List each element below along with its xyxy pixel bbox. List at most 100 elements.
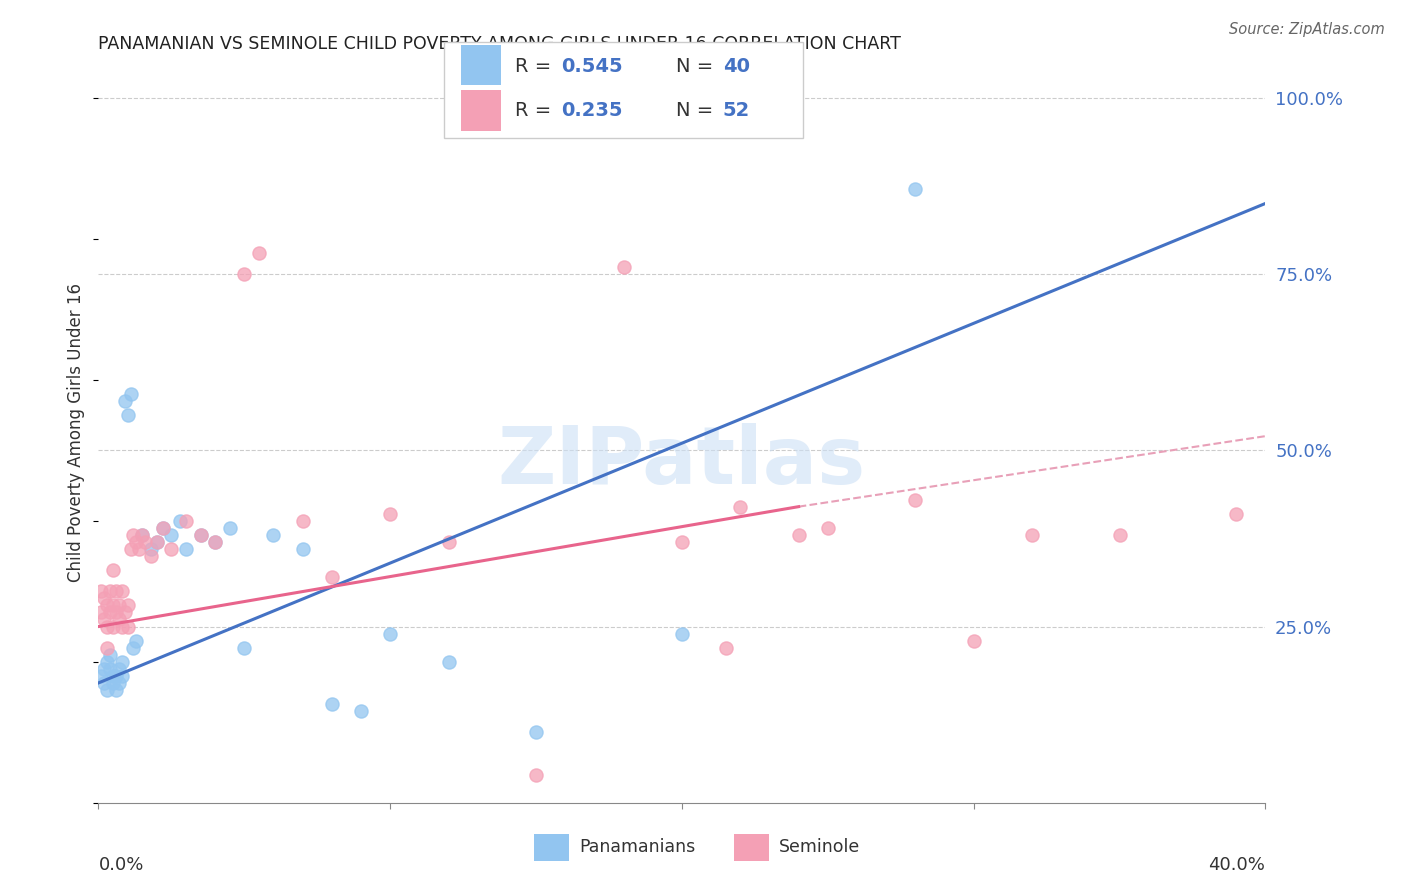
Point (169, 514, 191, 528)
Point (98, 606, 121, 620)
Point (93, 676, 115, 690)
Text: Source: ZipAtlas.com: Source: ZipAtlas.com (1229, 22, 1385, 37)
Point (134, 535, 156, 549)
Point (122, 640, 145, 655)
Point (190, 528, 212, 542)
Point (612, 260, 634, 274)
Point (146, 535, 169, 549)
Point (218, 521, 240, 535)
Text: R =: R = (515, 102, 557, 120)
Point (108, 676, 131, 690)
Point (262, 528, 284, 542)
Point (204, 535, 226, 549)
Text: 40.0%: 40.0% (1209, 856, 1265, 874)
Point (111, 669, 134, 683)
Point (96, 683, 118, 698)
Point (90, 669, 112, 683)
Point (90, 584, 112, 599)
Text: PANAMANIAN VS SEMINOLE CHILD POVERTY AMONG GIRLS UNDER 16 CORRELATION CHART: PANAMANIAN VS SEMINOLE CHILD POVERTY AMO… (98, 35, 901, 53)
Point (247, 245, 270, 260)
Point (962, 633, 984, 648)
Point (714, 640, 737, 655)
Point (96, 599, 118, 613)
Point (101, 669, 124, 683)
Point (146, 535, 169, 549)
Point (117, 619, 139, 633)
Point (98, 662, 121, 676)
Point (125, 633, 148, 648)
Point (101, 599, 124, 613)
Point (98, 648, 121, 662)
Point (111, 655, 134, 669)
Point (117, 599, 139, 613)
Point (96, 655, 118, 669)
Point (120, 541, 142, 556)
Point (122, 528, 145, 542)
Point (117, 408, 139, 422)
Text: Panamanians: Panamanians (579, 838, 696, 856)
Point (904, 182, 927, 196)
Point (114, 606, 136, 620)
Point (152, 521, 174, 535)
Point (90, 606, 112, 620)
Point (104, 584, 127, 599)
Point (108, 612, 131, 626)
Point (190, 528, 212, 542)
Point (904, 492, 927, 507)
Point (671, 535, 693, 549)
Point (104, 683, 127, 698)
Point (111, 619, 134, 633)
Text: 0.545: 0.545 (561, 57, 623, 76)
Point (437, 535, 460, 549)
Point (114, 393, 136, 408)
Text: Seminole: Seminole (779, 838, 860, 856)
Point (380, 626, 402, 640)
Point (1021, 528, 1043, 542)
Point (101, 563, 124, 577)
Point (101, 676, 124, 690)
Point (125, 535, 148, 549)
Y-axis label: Child Poverty Among Girls Under 16: Child Poverty Among Girls Under 16 (67, 283, 86, 582)
Point (96, 619, 118, 633)
Point (139, 549, 162, 563)
Point (93, 612, 115, 626)
Text: 40: 40 (723, 57, 749, 76)
Text: 0.235: 0.235 (561, 102, 623, 120)
Point (93, 662, 115, 676)
Point (108, 662, 131, 676)
Point (93, 591, 115, 606)
Point (233, 267, 256, 281)
Point (101, 619, 124, 633)
Point (291, 514, 314, 528)
Point (817, 521, 839, 535)
Point (204, 535, 226, 549)
Point (787, 528, 810, 542)
Point (152, 521, 174, 535)
Point (96, 640, 118, 655)
Point (174, 541, 197, 556)
Point (128, 541, 150, 556)
Point (730, 500, 752, 514)
Text: N =: N = (676, 102, 720, 120)
Point (98, 584, 121, 599)
Point (524, 725, 547, 739)
Point (108, 599, 131, 613)
Point (104, 606, 127, 620)
Text: 0.0%: 0.0% (98, 856, 143, 874)
Point (233, 640, 256, 655)
Text: 52: 52 (723, 102, 749, 120)
Point (160, 541, 183, 556)
Point (380, 507, 402, 521)
Point (174, 514, 197, 528)
Point (437, 655, 460, 669)
Point (104, 669, 127, 683)
Point (524, 767, 547, 781)
Point (671, 626, 693, 640)
Point (321, 697, 343, 711)
Text: R =: R = (515, 57, 557, 76)
Point (120, 387, 142, 401)
Point (1108, 528, 1130, 542)
Text: ZIPatlas: ZIPatlas (498, 423, 866, 501)
Point (350, 704, 373, 718)
Point (291, 541, 314, 556)
